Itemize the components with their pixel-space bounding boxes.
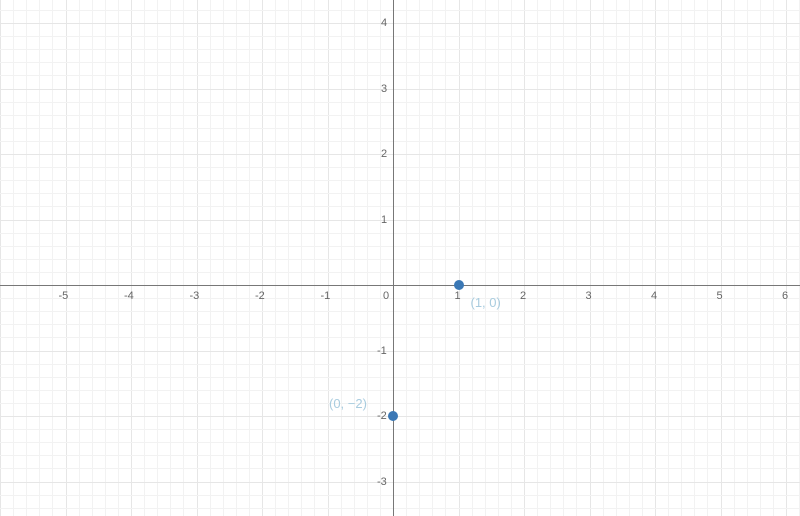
data-point bbox=[388, 411, 398, 421]
grid-minor-h bbox=[0, 455, 800, 456]
y-tick-label: 2 bbox=[381, 148, 387, 160]
data-point-label: (0, −2) bbox=[329, 396, 367, 411]
y-tick-label: 4 bbox=[381, 17, 387, 29]
grid-major-h bbox=[0, 154, 800, 155]
grid-minor-h bbox=[0, 62, 800, 63]
y-tick-label: -2 bbox=[377, 410, 387, 422]
grid-minor-h bbox=[0, 10, 800, 11]
x-tick-label: 0 bbox=[383, 290, 389, 302]
grid-minor-h bbox=[0, 180, 800, 181]
grid-major-h bbox=[0, 416, 800, 417]
grid-major-h bbox=[0, 351, 800, 352]
x-axis bbox=[0, 285, 800, 287]
grid-minor-h bbox=[0, 364, 800, 365]
grid-minor-h bbox=[0, 429, 800, 430]
x-tick-label: -2 bbox=[255, 290, 265, 302]
y-tick-label: 1 bbox=[381, 214, 387, 226]
grid-minor-h bbox=[0, 403, 800, 404]
grid-minor-h bbox=[0, 390, 800, 391]
grid-minor-h bbox=[0, 206, 800, 207]
grid-minor-h bbox=[0, 49, 800, 50]
grid-minor-h bbox=[0, 193, 800, 194]
grid-major-h bbox=[0, 482, 800, 483]
grid-minor-h bbox=[0, 128, 800, 129]
x-tick-label: -4 bbox=[124, 290, 134, 302]
grid-major-h bbox=[0, 89, 800, 90]
grid-minor-h bbox=[0, 337, 800, 338]
data-point bbox=[454, 280, 464, 290]
x-tick-label: 1 bbox=[455, 290, 461, 302]
grid-minor-h bbox=[0, 115, 800, 116]
data-point-label: (1, 0) bbox=[471, 295, 501, 310]
grid-minor-h bbox=[0, 102, 800, 103]
x-tick-label: 2 bbox=[520, 290, 526, 302]
grid-minor-h bbox=[0, 324, 800, 325]
grid-minor-h bbox=[0, 272, 800, 273]
y-tick-label: -1 bbox=[377, 345, 387, 357]
x-tick-label: 3 bbox=[586, 290, 592, 302]
x-tick-label: -5 bbox=[59, 290, 69, 302]
grid-minor-h bbox=[0, 311, 800, 312]
grid-minor-h bbox=[0, 36, 800, 37]
x-tick-label: -3 bbox=[190, 290, 200, 302]
grid-major-h bbox=[0, 220, 800, 221]
x-tick-label: -1 bbox=[321, 290, 331, 302]
grid-minor-h bbox=[0, 508, 800, 509]
x-tick-label: 6 bbox=[782, 290, 788, 302]
grid-minor-h bbox=[0, 298, 800, 299]
grid-minor-h bbox=[0, 233, 800, 234]
grid-minor-h bbox=[0, 442, 800, 443]
x-tick-label: 4 bbox=[651, 290, 657, 302]
grid-major-h bbox=[0, 23, 800, 24]
y-tick-label: 3 bbox=[381, 83, 387, 95]
x-tick-label: 5 bbox=[717, 290, 723, 302]
coordinate-plane: -5 -4 -3 -2 -1 0 1 2 3 4 5 6 -3 -2 -1 1 2 3 4 (1, 0) (0, −2) bbox=[0, 0, 800, 516]
grid-minor-h bbox=[0, 167, 800, 168]
grid-minor-h bbox=[0, 141, 800, 142]
grid-minor-h bbox=[0, 246, 800, 247]
grid-minor-h bbox=[0, 468, 800, 469]
grid-minor-h bbox=[0, 495, 800, 496]
y-tick-label: -3 bbox=[377, 476, 387, 488]
y-axis bbox=[393, 0, 395, 516]
grid-minor-h bbox=[0, 75, 800, 76]
grid-minor-h bbox=[0, 259, 800, 260]
grid-minor-h bbox=[0, 377, 800, 378]
